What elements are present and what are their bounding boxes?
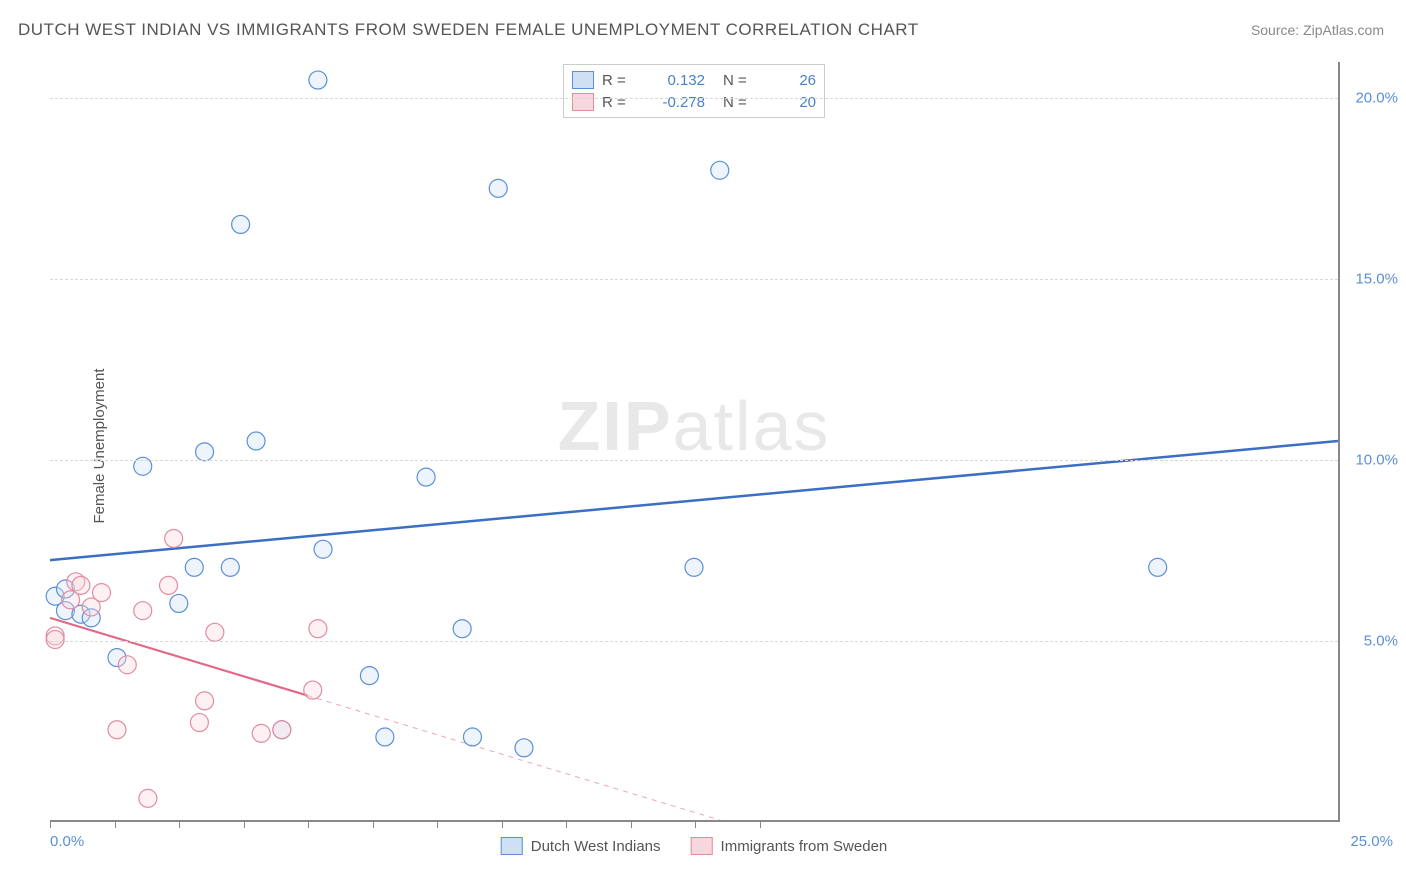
chart-title: DUTCH WEST INDIAN VS IMMIGRANTS FROM SWE… [18,20,919,40]
y-tick-label: 10.0% [1355,452,1398,469]
data-point [165,529,183,547]
data-point [463,728,481,746]
data-point [304,681,322,699]
swatch-blue-icon [572,71,594,89]
data-point [72,576,90,594]
x-tick-min: 0.0% [50,833,84,850]
data-point [108,721,126,739]
x-tick [631,820,632,828]
legend-correlation: R = 0.132 N = 26 R = -0.278 N = 20 [563,64,825,118]
trend-line [50,618,308,696]
data-point [247,432,265,450]
n-value-blue: 26 [756,72,816,89]
gridline [50,98,1338,99]
data-point [118,656,136,674]
gridline [50,279,1338,280]
data-point [417,468,435,486]
x-tick [760,820,761,828]
x-tick [115,820,116,828]
n-label: N = [713,94,748,111]
data-point [134,602,152,620]
x-tick [566,820,567,828]
trend-line-extrapolated [308,696,720,820]
data-point [453,620,471,638]
data-point [196,443,214,461]
data-point [252,724,270,742]
plot-svg [50,62,1338,820]
r-label: R = [602,72,637,89]
data-point [314,540,332,558]
x-tick [695,820,696,828]
legend-item-blue: Dutch West Indians [501,837,661,855]
n-label: N = [713,72,748,89]
data-point [232,215,250,233]
x-tick [502,820,503,828]
data-point [170,594,188,612]
data-point [221,558,239,576]
swatch-pink-icon [691,837,713,855]
swatch-pink-icon [572,93,594,111]
data-point [489,179,507,197]
x-tick [373,820,374,828]
data-point [93,584,111,602]
y-tick-label: 20.0% [1355,90,1398,107]
legend-label-pink: Immigrants from Sweden [721,838,888,855]
y-tick-label: 5.0% [1364,633,1398,650]
data-point [206,623,224,641]
data-point [360,667,378,685]
x-tick [179,820,180,828]
data-point [309,71,327,89]
x-tick-max: 25.0% [1350,833,1393,850]
data-point [196,692,214,710]
gridline [50,460,1338,461]
r-value-blue: 0.132 [645,72,705,89]
data-point [1149,558,1167,576]
source-label: Source: ZipAtlas.com [1251,22,1384,38]
data-point [685,558,703,576]
r-label: R = [602,94,637,111]
legend-label-blue: Dutch West Indians [531,838,661,855]
chart-container: DUTCH WEST INDIAN VS IMMIGRANTS FROM SWE… [0,0,1406,892]
legend-series: Dutch West Indians Immigrants from Swede… [501,837,888,855]
data-point [376,728,394,746]
x-tick [437,820,438,828]
swatch-blue-icon [501,837,523,855]
data-point [185,558,203,576]
legend-item-pink: Immigrants from Sweden [691,837,888,855]
x-tick [50,820,51,828]
trend-line [50,441,1338,560]
data-point [309,620,327,638]
data-point [160,576,178,594]
x-tick [308,820,309,828]
data-point [46,631,64,649]
data-point [711,161,729,179]
legend-row-blue: R = 0.132 N = 26 [572,69,816,91]
data-point [139,789,157,807]
plot-area: ZIPatlas R = 0.132 N = 26 R = -0.278 N =… [50,62,1340,822]
data-point [515,739,533,757]
n-value-pink: 20 [756,94,816,111]
gridline [50,641,1338,642]
data-point [190,714,208,732]
legend-row-pink: R = -0.278 N = 20 [572,91,816,113]
data-point [273,721,291,739]
r-value-pink: -0.278 [645,94,705,111]
x-tick [244,820,245,828]
y-tick-label: 15.0% [1355,271,1398,288]
